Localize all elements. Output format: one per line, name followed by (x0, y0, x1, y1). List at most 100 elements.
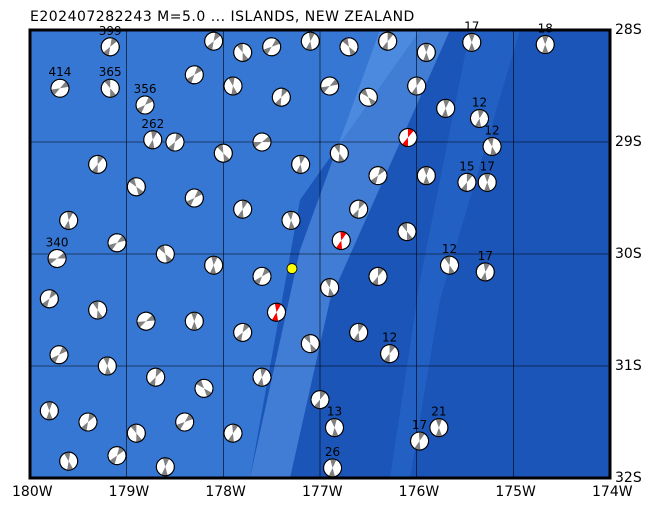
compressional-quadrant (176, 414, 193, 430)
lat-tick-label: 32S (615, 470, 642, 486)
beachball-border (267, 302, 286, 322)
depth-label: 12 (472, 95, 487, 109)
beachball-border (223, 76, 243, 96)
compressional-quadrant (237, 43, 249, 61)
focal-mechanism (368, 166, 388, 186)
beachball-border (135, 95, 155, 115)
beachball-border (457, 172, 477, 192)
beachball-border (349, 199, 369, 219)
focal-mechanism (300, 31, 320, 51)
compressional-quadrant (148, 131, 158, 149)
focal-mechanism (39, 401, 59, 421)
compressional-quadrant (296, 155, 306, 173)
focal-mechanism (368, 266, 388, 286)
beachball-border (416, 42, 436, 62)
focal-mechanism (358, 87, 378, 107)
focal-mechanism (457, 172, 477, 192)
beachball-border (320, 76, 340, 96)
compressional-quadrant (401, 223, 413, 241)
beachball-border (165, 132, 185, 152)
compressional-quadrant (64, 452, 74, 470)
beachball-border (78, 412, 98, 432)
compressional-quadrant (542, 36, 549, 54)
focal-mechanism (88, 300, 108, 320)
depth-label: 262 (141, 117, 164, 131)
focal-mechanism (143, 130, 163, 150)
focal-mechanism (223, 423, 243, 443)
depth-label: 12 (442, 242, 457, 256)
focal-mechanism (310, 390, 330, 410)
focal-mechanism (146, 367, 166, 387)
compressional-quadrant (330, 419, 339, 437)
compressional-quadrant (130, 424, 142, 442)
focal-mechanism (135, 95, 155, 115)
compressional-quadrant (304, 335, 317, 353)
focal-mechanism (320, 76, 340, 96)
epicenter-marker (286, 263, 298, 274)
compressional-quadrant (411, 77, 422, 95)
beachball-border (107, 446, 127, 466)
focal-mechanism (59, 451, 79, 471)
compressional-quadrant (253, 136, 271, 148)
beachball-border (213, 143, 233, 163)
lon-tick-label: 180W (12, 484, 53, 500)
beachball-border (59, 210, 79, 230)
depth-label: 21 (431, 405, 446, 419)
focal-mechanism (213, 143, 233, 163)
compressional-quadrant (423, 167, 430, 185)
focal-mechanism (97, 356, 117, 376)
lat-tick-label: 31S (615, 358, 642, 374)
beachball-border (252, 367, 272, 387)
focal-mechanism (281, 210, 301, 230)
compressional-quadrant (384, 345, 396, 363)
compressional-quadrant (129, 178, 144, 196)
depth-label: 13 (327, 405, 342, 419)
compressional-quadrant (461, 173, 473, 191)
compressional-quadrant (217, 144, 230, 162)
beachball-border (407, 76, 427, 96)
beachball-border (310, 390, 330, 410)
focal-mechanism (155, 457, 175, 477)
focal-mechanism (320, 278, 340, 298)
depth-label: 365 (99, 65, 122, 79)
focal-mechanism (470, 108, 489, 128)
compressional-quadrant (360, 89, 376, 106)
compressional-quadrant (51, 81, 69, 95)
lat-tick-label: 30S (615, 246, 642, 262)
beachball-border (204, 31, 224, 51)
focal-mechanism (349, 199, 369, 219)
focal-mechanism (233, 322, 253, 342)
beachball-border (143, 130, 163, 150)
beachball-border (331, 231, 351, 251)
beachball-border (88, 154, 108, 174)
compressional-quadrant (46, 402, 53, 420)
beachball-border (184, 311, 204, 331)
focal-mechanism (126, 423, 146, 443)
beachball-border (126, 423, 146, 443)
depth-label: 17 (480, 159, 495, 173)
compressional-quadrant (207, 32, 221, 50)
compressional-quadrant (336, 232, 347, 250)
compressional-quadrant (275, 88, 288, 106)
compressional-quadrant (42, 290, 57, 308)
focal-mechanism (165, 132, 185, 152)
focal-mechanism (440, 255, 460, 275)
beachball-border (349, 322, 369, 342)
depth-label: 340 (46, 235, 69, 249)
focal-mechanism (50, 78, 70, 98)
compressional-quadrant (51, 347, 67, 363)
compressional-quadrant (402, 128, 414, 147)
beachball-border (436, 98, 456, 118)
beachball-border (49, 345, 69, 365)
beachball-border (477, 172, 497, 192)
compressional-quadrant (168, 133, 182, 151)
lon-tick-label: 177W (302, 484, 343, 500)
beachball-border (184, 65, 204, 85)
beachball-border (281, 210, 301, 230)
compressional-quadrant (263, 39, 280, 55)
beachball-border (378, 31, 398, 51)
beachball-border (368, 266, 388, 286)
beachball-border (416, 166, 436, 186)
focal-mechanism (378, 31, 398, 51)
focal-mechanism (126, 177, 146, 197)
